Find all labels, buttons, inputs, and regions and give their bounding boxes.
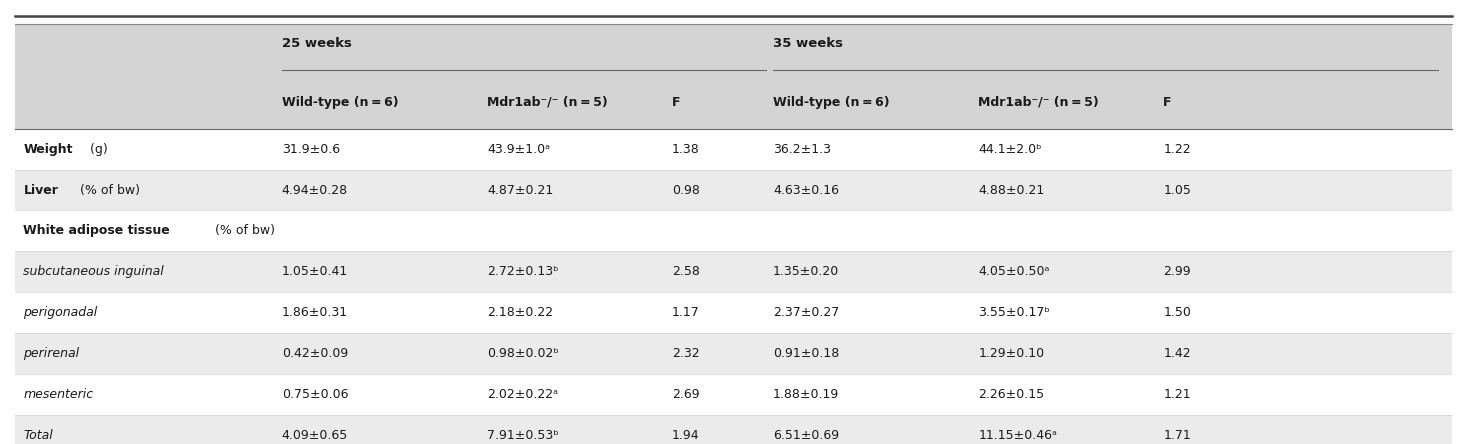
Text: mesenteric: mesenteric (23, 388, 94, 401)
Text: (% of bw): (% of bw) (211, 224, 276, 238)
Text: 1.94: 1.94 (672, 428, 700, 442)
Text: 0.75±0.06: 0.75±0.06 (282, 388, 348, 401)
Text: F: F (672, 95, 681, 109)
Text: 2.37±0.27: 2.37±0.27 (773, 306, 839, 319)
Text: 2.32: 2.32 (672, 347, 700, 360)
Text: perirenal: perirenal (23, 347, 79, 360)
Text: 6.51±0.69: 6.51±0.69 (773, 428, 839, 442)
Text: 1.22: 1.22 (1163, 143, 1191, 156)
Text: Liver: Liver (23, 183, 59, 197)
Bar (15, 251, 1452, 292)
Bar (15, 24, 1452, 75)
Text: 1.21: 1.21 (1163, 388, 1191, 401)
Text: 1.05±0.41: 1.05±0.41 (282, 265, 348, 278)
Text: F: F (1163, 95, 1172, 109)
Text: 4.88±0.21: 4.88±0.21 (978, 183, 1045, 197)
Text: 2.26±0.15: 2.26±0.15 (978, 388, 1045, 401)
Text: Total: Total (23, 428, 53, 442)
Text: 7.91±0.53ᵇ: 7.91±0.53ᵇ (487, 428, 559, 442)
Text: 1.35±0.20: 1.35±0.20 (773, 265, 839, 278)
Bar (15, 129, 1452, 170)
Text: Weight: Weight (23, 143, 73, 156)
Text: (g): (g) (87, 143, 107, 156)
Bar (15, 292, 1452, 333)
Text: 1.05: 1.05 (1163, 183, 1191, 197)
Text: subcutaneous inguinal: subcutaneous inguinal (23, 265, 164, 278)
Text: Wild-type (n = 6): Wild-type (n = 6) (282, 95, 398, 109)
Text: 44.1±2.0ᵇ: 44.1±2.0ᵇ (978, 143, 1042, 156)
Text: 4.05±0.50ᵃ: 4.05±0.50ᵃ (978, 265, 1050, 278)
Text: 35 weeks: 35 weeks (773, 37, 844, 50)
Text: 0.98: 0.98 (672, 183, 700, 197)
Text: 4.63±0.16: 4.63±0.16 (773, 183, 839, 197)
Text: Mdr1ab⁻/⁻ (n = 5): Mdr1ab⁻/⁻ (n = 5) (487, 95, 607, 109)
Text: 1.17: 1.17 (672, 306, 700, 319)
Text: 43.9±1.0ᵃ: 43.9±1.0ᵃ (487, 143, 550, 156)
Text: 2.58: 2.58 (672, 265, 700, 278)
Bar (15, 415, 1452, 444)
Text: 1.38: 1.38 (672, 143, 700, 156)
Text: 31.9±0.6: 31.9±0.6 (282, 143, 340, 156)
Text: 0.91±0.18: 0.91±0.18 (773, 347, 839, 360)
Text: 2.69: 2.69 (672, 388, 700, 401)
Text: 25 weeks: 25 weeks (282, 37, 352, 50)
Text: 2.99: 2.99 (1163, 265, 1191, 278)
Text: 1.42: 1.42 (1163, 347, 1191, 360)
Text: 4.87±0.21: 4.87±0.21 (487, 183, 553, 197)
Text: 1.86±0.31: 1.86±0.31 (282, 306, 348, 319)
Text: (% of bw): (% of bw) (76, 183, 141, 197)
Text: 1.50: 1.50 (1163, 306, 1191, 319)
Bar (15, 333, 1452, 374)
Bar (15, 374, 1452, 415)
Text: 2.18±0.22: 2.18±0.22 (487, 306, 553, 319)
Text: 0.98±0.02ᵇ: 0.98±0.02ᵇ (487, 347, 559, 360)
Text: 3.55±0.17ᵇ: 3.55±0.17ᵇ (978, 306, 1050, 319)
Text: 0.42±0.09: 0.42±0.09 (282, 347, 348, 360)
Text: 2.72±0.13ᵇ: 2.72±0.13ᵇ (487, 265, 559, 278)
Text: 2.02±0.22ᵃ: 2.02±0.22ᵃ (487, 388, 557, 401)
Text: perigonadal: perigonadal (23, 306, 98, 319)
Bar (15, 75, 1452, 129)
Text: 1.29±0.10: 1.29±0.10 (978, 347, 1045, 360)
Text: 11.15±0.46ᵃ: 11.15±0.46ᵃ (978, 428, 1058, 442)
Text: Wild-type (n = 6): Wild-type (n = 6) (773, 95, 889, 109)
Text: 36.2±1.3: 36.2±1.3 (773, 143, 832, 156)
Text: White adipose tissue: White adipose tissue (23, 224, 170, 238)
Text: 4.94±0.28: 4.94±0.28 (282, 183, 348, 197)
Text: 1.88±0.19: 1.88±0.19 (773, 388, 839, 401)
Text: 1.71: 1.71 (1163, 428, 1191, 442)
Text: 4.09±0.65: 4.09±0.65 (282, 428, 348, 442)
Bar (15, 170, 1452, 210)
Bar (15, 210, 1452, 251)
Text: Mdr1ab⁻/⁻ (n = 5): Mdr1ab⁻/⁻ (n = 5) (978, 95, 1099, 109)
